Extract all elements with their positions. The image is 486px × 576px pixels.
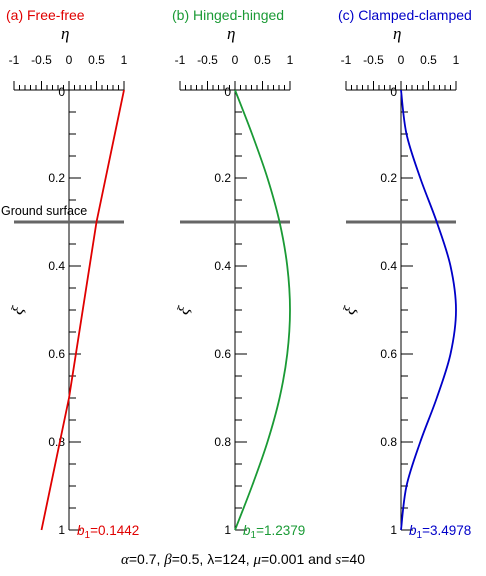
ground-surface-label: Ground surface <box>1 204 87 218</box>
x-tick-label: 0 <box>66 53 73 67</box>
x-axis-label: η <box>61 24 69 43</box>
panel-title: (a) Free-free <box>6 7 85 23</box>
x-tick-label: -0.5 <box>363 53 384 67</box>
y-tick-label: 0 <box>390 85 397 99</box>
x-tick-label: 1 <box>453 53 460 67</box>
x-tick-label: 1 <box>287 53 294 67</box>
y-tick-label: 0 <box>58 85 65 99</box>
panel-title: (c) Clamped-clamped <box>338 7 472 23</box>
beta-lambda-value: =0.5, λ=124, <box>171 551 254 567</box>
x-tick-label: 0 <box>232 53 239 67</box>
mode-shape-line <box>234 89 291 531</box>
b1-value-label: b1=0.1442 <box>77 523 139 541</box>
b1-value-label: b1=1.2379 <box>243 523 305 541</box>
y-tick-label: 0.6 <box>214 347 231 361</box>
x-tick-label: -0.5 <box>197 53 218 67</box>
y-tick-label: 0.6 <box>48 347 65 361</box>
y-tick-label: 0.2 <box>380 171 397 185</box>
y-tick-label: 0.4 <box>48 259 65 273</box>
x-tick-label: 0.5 <box>420 53 437 67</box>
parameter-caption: α=0.7, β=0.5, λ=124, μ=0.001 and s=40 <box>0 551 486 569</box>
x-axis-label: η <box>393 24 401 43</box>
x-tick-label: 0 <box>398 53 405 67</box>
b1-value-label: b1=3.4978 <box>409 523 471 541</box>
x-tick-label: 1 <box>121 53 128 67</box>
s-value: =40 <box>341 551 365 567</box>
x-tick-label: -1 <box>9 53 20 67</box>
y-tick-label: 0 <box>224 85 231 99</box>
y-tick-label: 0.8 <box>214 435 231 449</box>
s-symbol: s <box>335 552 342 568</box>
y-axis-label: ξ <box>339 303 360 317</box>
y-tick-label: 1 <box>390 523 397 537</box>
y-tick-label: 0.2 <box>48 171 65 185</box>
y-tick-label: 0.8 <box>48 435 65 449</box>
x-tick-label: 0.5 <box>88 53 105 67</box>
panel-title: (b) Hinged-hinged <box>172 7 284 23</box>
y-tick-label: 0.4 <box>214 259 231 273</box>
y-tick-label: 1 <box>58 523 65 537</box>
y-tick-label: 0.4 <box>380 259 397 273</box>
beta-symbol: β <box>164 552 172 568</box>
y-tick-label: 0.2 <box>214 171 231 185</box>
y-axis-label: ξ <box>173 303 194 317</box>
alpha-value: =0.7, <box>128 551 165 567</box>
y-tick-label: 0.6 <box>380 347 397 361</box>
y-axis-label: ξ <box>7 303 28 317</box>
mu-value: =0.001 and <box>261 551 336 567</box>
y-tick-label: 1 <box>224 523 231 537</box>
x-tick-label: -1 <box>341 53 352 67</box>
mode-shape-line <box>400 89 457 531</box>
mu-symbol: μ <box>253 552 262 568</box>
mode-shape-line <box>40 89 125 531</box>
x-tick-label: -0.5 <box>31 53 52 67</box>
x-tick-label: -1 <box>175 53 186 67</box>
x-axis-label: η <box>227 24 235 43</box>
x-tick-label: 0.5 <box>254 53 271 67</box>
y-tick-label: 0.8 <box>380 435 397 449</box>
alpha-symbol: α <box>121 552 129 568</box>
